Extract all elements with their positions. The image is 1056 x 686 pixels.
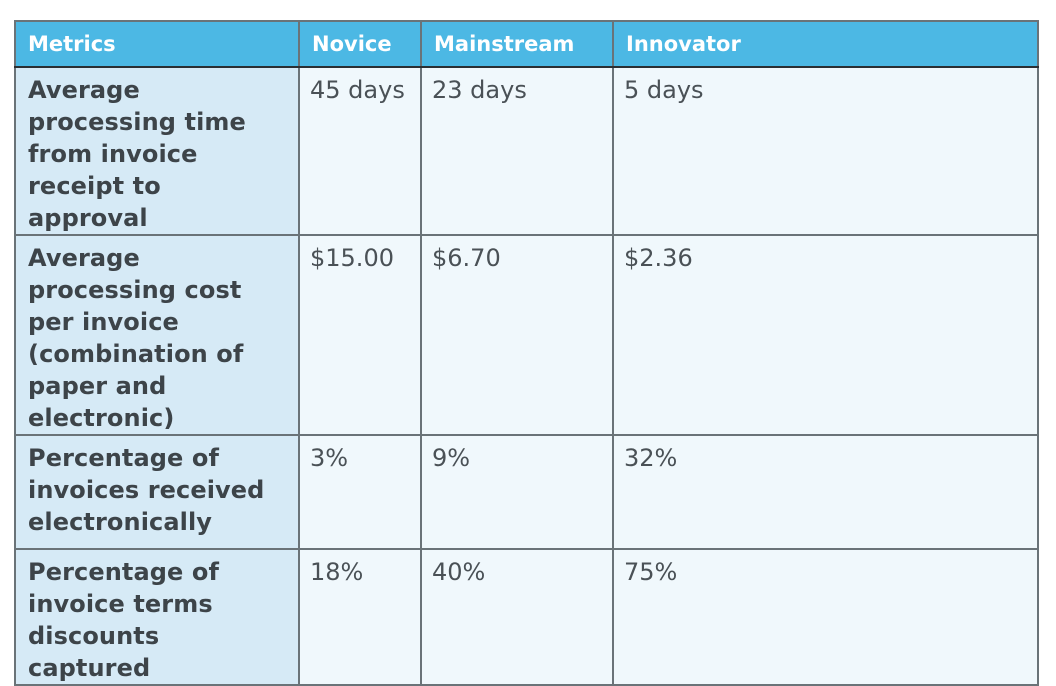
metric-label: Percentage of invoices received electron… [14,434,300,550]
metric-label: Average processing cost per invoice (com… [14,234,300,436]
novice-value: 45 days [298,66,422,236]
novice-value: $15.00 [298,234,422,436]
header-novice: Novice [298,20,422,68]
table-row: Average processing cost per invoice (com… [14,234,1039,436]
header-innovator: Innovator [612,20,1039,68]
innovator-value: 5 days [612,66,1039,236]
mainstream-value: 9% [420,434,614,550]
metrics-table-container: Metrics Novice Mainstream Innovator Aver… [14,20,1039,686]
table-header-row: Metrics Novice Mainstream Innovator [14,20,1039,68]
header-metrics: Metrics [14,20,300,68]
innovator-value: 75% [612,548,1039,686]
innovator-value: 32% [612,434,1039,550]
table-row: Average processing time from invoice rec… [14,66,1039,236]
metrics-comparison-table: Metrics Novice Mainstream Innovator Aver… [14,20,1039,686]
mainstream-value: 23 days [420,66,614,236]
header-mainstream: Mainstream [420,20,614,68]
mainstream-value: 40% [420,548,614,686]
novice-value: 3% [298,434,422,550]
novice-value: 18% [298,548,422,686]
table-row: Percentage of invoice terms discounts ca… [14,548,1039,686]
metric-label: Average processing time from invoice rec… [14,66,300,236]
metric-label: Percentage of invoice terms discounts ca… [14,548,300,686]
mainstream-value: $6.70 [420,234,614,436]
table-row: Percentage of invoices received electron… [14,434,1039,550]
innovator-value: $2.36 [612,234,1039,436]
